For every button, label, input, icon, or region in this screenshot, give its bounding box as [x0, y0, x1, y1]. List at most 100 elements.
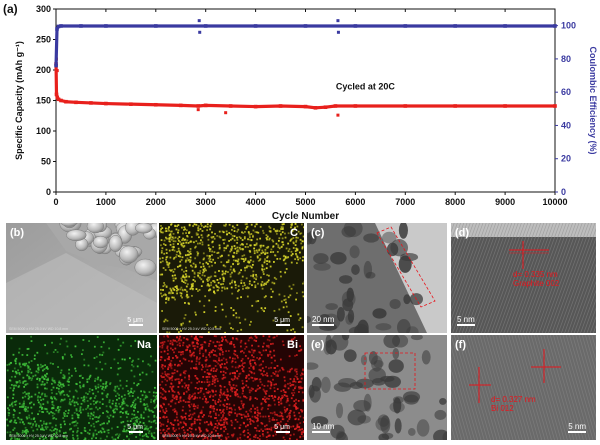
- eds-dot: [269, 227, 272, 229]
- eds-dot: [268, 225, 271, 228]
- eds-dot: [151, 435, 153, 437]
- eds-dot: [296, 225, 299, 228]
- tem-particle: [351, 264, 360, 275]
- eds-dot: [204, 365, 207, 368]
- eds-dot: [192, 351, 195, 354]
- eds-dot: [170, 290, 173, 293]
- eds-dot: [152, 394, 155, 397]
- d-spacing-value-f: d= 0.327 nm: [491, 395, 536, 404]
- eds-dot: [203, 437, 206, 440]
- eds-dot: [230, 434, 233, 436]
- lattice-fringe: [460, 335, 491, 440]
- eds-dot: [50, 396, 53, 398]
- eds-dot: [44, 393, 46, 396]
- eds-dot: [264, 425, 266, 428]
- eds-dot: [153, 414, 156, 417]
- eds-dot: [273, 386, 276, 389]
- eds-dot: [207, 390, 210, 393]
- eds-dot: [27, 430, 29, 433]
- eds-dot: [30, 360, 33, 362]
- eds-dot: [164, 230, 167, 233]
- eds-dot: [223, 286, 226, 289]
- eds-dot: [292, 425, 295, 428]
- eds-dot: [293, 400, 296, 403]
- eds-dot: [51, 377, 54, 380]
- eds-dot: [189, 256, 192, 259]
- eds-dot: [99, 437, 102, 440]
- panel-b-label: (b): [10, 227, 25, 239]
- eds-dot: [250, 274, 252, 277]
- eds-dot: [190, 355, 193, 358]
- eds-dot: [162, 289, 164, 291]
- eds-dot: [145, 435, 148, 438]
- eds-dot: [256, 256, 259, 259]
- eds-dot: [119, 384, 122, 387]
- eds-dot: [24, 410, 27, 412]
- eds-dot: [75, 383, 78, 386]
- eds-dot: [263, 385, 266, 387]
- eds-dot: [253, 250, 256, 252]
- eds-dot: [236, 438, 239, 440]
- eds-dot: [253, 252, 256, 255]
- eds-dot: [202, 281, 205, 284]
- eds-dot: [230, 361, 233, 364]
- eds-dot: [55, 392, 58, 395]
- eds-dot: [167, 228, 170, 230]
- eds-dot: [280, 414, 283, 417]
- eds-dot: [213, 275, 216, 277]
- eds-dot: [161, 372, 164, 375]
- eds-dot: [13, 401, 16, 403]
- eds-dot: [162, 243, 165, 245]
- eds-dot: [197, 233, 199, 236]
- eds-dot: [235, 312, 238, 315]
- eds-dot: [95, 416, 98, 418]
- eds-dot: [69, 428, 71, 431]
- eds-dot: [181, 239, 183, 242]
- eds-dot: [230, 407, 233, 410]
- eds-dot: [255, 336, 258, 339]
- eds-dot: [57, 384, 60, 386]
- eds-dot: [133, 399, 136, 402]
- eds-dot: [294, 250, 297, 252]
- eds-dot: [261, 268, 263, 270]
- eds-dot: [234, 353, 237, 356]
- eds-dot: [161, 231, 164, 234]
- eds-dot: [40, 383, 43, 386]
- eds-dot: [203, 257, 206, 260]
- eds-dot: [173, 371, 176, 374]
- eds-dot: [230, 233, 233, 236]
- eds-dot: [250, 239, 253, 242]
- eds-dot: [79, 407, 82, 410]
- eds-dot: [171, 396, 174, 398]
- eds-dot: [235, 337, 238, 340]
- eds-dot: [294, 428, 296, 430]
- eds-dot: [283, 439, 286, 440]
- eds-dot: [59, 423, 62, 426]
- tem-particle: [392, 396, 404, 404]
- eds-dot: [291, 253, 294, 255]
- eds-dot: [244, 342, 247, 345]
- tem-particle: [368, 351, 378, 365]
- eds-dot: [207, 283, 209, 285]
- eds-dot: [233, 346, 236, 348]
- eds-dot: [300, 381, 302, 383]
- capacity-point: [196, 104, 201, 108]
- eds-dot: [118, 433, 121, 436]
- eds-dot: [208, 432, 211, 435]
- eds-dot: [198, 288, 201, 291]
- eds-dot: [210, 436, 213, 439]
- scale-bar-bi: [276, 431, 290, 433]
- eds-dot: [106, 396, 108, 398]
- eds-dot: [250, 407, 253, 410]
- eds-dot: [161, 346, 164, 349]
- eds-dot: [105, 405, 108, 408]
- eds-dot: [267, 404, 270, 407]
- eds-dot: [233, 245, 236, 247]
- eds-dot: [192, 398, 195, 401]
- tem-particle: [313, 262, 331, 271]
- eds-dot: [293, 433, 295, 436]
- eds-dot: [177, 423, 180, 425]
- eds-dot: [240, 269, 242, 272]
- eds-dot: [18, 412, 21, 414]
- eds-dot: [224, 331, 227, 333]
